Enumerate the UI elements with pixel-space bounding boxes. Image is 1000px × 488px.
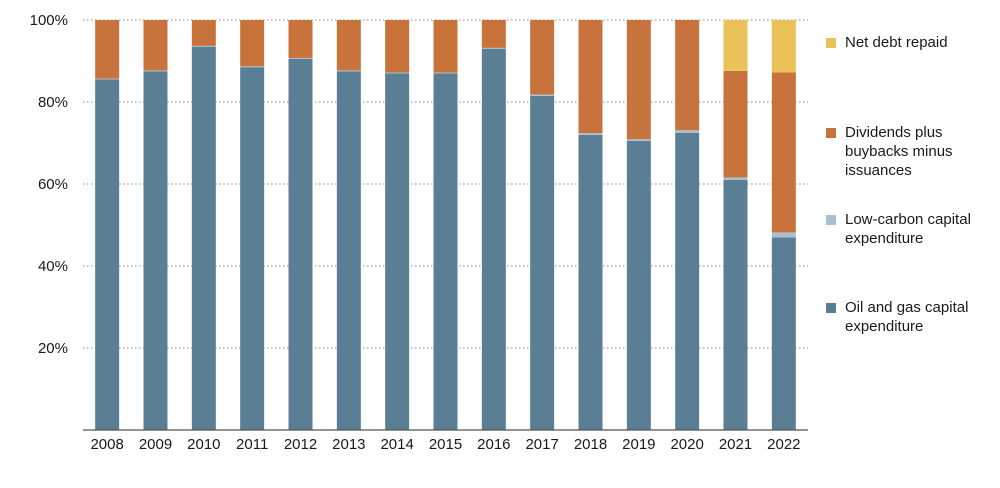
x-axis-tick-labels: 2008 2009 2010 2011 2012 2013 2014 2015 2016 2017…: [90, 436, 800, 453]
bar-2014-low-carbon-capital-expenditure: [385, 72, 410, 74]
bar-2008-oil-and-gas-capital-expenditure: [95, 79, 120, 430]
x-tick-label: 2020: [670, 436, 703, 453]
bar-2014-oil-and-gas-capital-expenditure: [385, 73, 410, 431]
bar-2014-dividends-plus-buybacks-minus-issuances: [385, 20, 410, 73]
bar-2009-oil-and-gas-capital-expenditure: [143, 71, 168, 430]
bar-2009-low-carbon-capital-expenditure: [143, 70, 168, 72]
bar-2021-oil-and-gas-capital-expenditure: [723, 179, 748, 430]
y-axis-tick-labels: 20% 40% 60% 80% 100%: [30, 12, 68, 357]
legend-label-dividends: Dividends plus buybacks minus issuances: [845, 124, 953, 179]
bar-2017-low-carbon-capital-expenditure: [530, 94, 555, 96]
bar-2017-oil-and-gas-capital-expenditure: [530, 95, 555, 430]
bar-2021-dividends-plus-buybacks-minus-issuances: [723, 70, 748, 178]
bar-2010-dividends-plus-buybacks-minus-issuances: [191, 20, 216, 46]
bar-2015-dividends-plus-buybacks-minus-issuances: [433, 20, 458, 73]
bars: [95, 20, 796, 431]
bar-2018-oil-and-gas-capital-expenditure: [578, 134, 603, 431]
legend-label-low-carbon-capex: Low-carbon capital expenditure: [845, 211, 971, 247]
x-tick-label: 2015: [429, 436, 462, 453]
bar-2022-dividends-plus-buybacks-minus-issuances: [771, 72, 796, 233]
bar-2012-oil-and-gas-capital-expenditure: [288, 58, 313, 430]
bar-2018-dividends-plus-buybacks-minus-issuances: [578, 20, 603, 134]
bar-2013-low-carbon-capital-expenditure: [336, 70, 361, 72]
bar-2011-low-carbon-capital-expenditure: [240, 66, 265, 68]
bar-2011-dividends-plus-buybacks-minus-issuances: [240, 20, 265, 67]
y-tick-label: 20%: [38, 340, 68, 357]
bar-2008-low-carbon-capital-expenditure: [95, 78, 120, 80]
legend-item-low-carbon-capex: Low-carbon capital expenditure: [826, 210, 996, 248]
x-tick-label: 2012: [284, 436, 317, 453]
bar-2017-dividends-plus-buybacks-minus-issuances: [530, 20, 555, 95]
x-tick-label: 2013: [332, 436, 365, 453]
y-tick-label: 80%: [38, 94, 68, 111]
x-tick-label: 2022: [767, 436, 800, 453]
legend-swatch-dividends: [826, 128, 836, 138]
bar-2013-oil-and-gas-capital-expenditure: [336, 71, 361, 430]
bar-2012-dividends-plus-buybacks-minus-issuances: [288, 20, 313, 59]
legend-swatch-net-debt-repaid: [826, 38, 836, 48]
x-tick-label: 2008: [90, 436, 123, 453]
bar-2010-low-carbon-capital-expenditure: [191, 45, 216, 47]
bar-2009-dividends-plus-buybacks-minus-issuances: [143, 20, 168, 71]
x-tick-label: 2009: [139, 436, 172, 453]
bar-2020-oil-and-gas-capital-expenditure: [675, 132, 700, 430]
legend-item-dividends: Dividends plus buybacks minus issuances: [826, 123, 996, 180]
legend-swatch-low-carbon-capex: [826, 215, 836, 225]
bar-2022-net-debt-repaid: [771, 20, 796, 73]
bar-2016-low-carbon-capital-expenditure: [481, 47, 506, 49]
bar-2016-dividends-plus-buybacks-minus-issuances: [481, 20, 506, 48]
legend-label-oil-gas-capex: Oil and gas capital expenditure: [845, 299, 969, 335]
bar-2015-oil-and-gas-capital-expenditure: [433, 73, 458, 431]
bar-2020-dividends-plus-buybacks-minus-issuances: [675, 20, 700, 131]
x-tick-label: 2018: [574, 436, 607, 453]
bar-2021-net-debt-repaid: [723, 20, 748, 71]
bar-2013-dividends-plus-buybacks-minus-issuances: [336, 20, 361, 71]
x-tick-label: 2021: [719, 436, 752, 453]
bar-2010-oil-and-gas-capital-expenditure: [191, 46, 216, 431]
x-tick-label: 2014: [380, 436, 413, 453]
bar-2016-oil-and-gas-capital-expenditure: [481, 48, 506, 430]
legend-swatch-oil-gas-capex: [826, 303, 836, 313]
bar-2018-low-carbon-capital-expenditure: [578, 133, 603, 135]
bar-2021-low-carbon-capital-expenditure: [723, 177, 748, 180]
x-tick-label: 2010: [187, 436, 220, 453]
y-tick-label: 60%: [38, 176, 68, 193]
bar-2022-oil-and-gas-capital-expenditure: [771, 237, 796, 430]
bar-2015-low-carbon-capital-expenditure: [433, 72, 458, 74]
bar-2012-low-carbon-capital-expenditure: [288, 58, 313, 59]
legend-item-oil-gas-capex: Oil and gas capital expenditure: [826, 298, 996, 336]
legend-item-net-debt-repaid: Net debt repaid: [826, 33, 996, 52]
bar-2008-dividends-plus-buybacks-minus-issuances: [95, 20, 120, 79]
bar-2022-low-carbon-capital-expenditure: [771, 232, 796, 238]
y-tick-label: 100%: [30, 12, 68, 29]
bar-2020-low-carbon-capital-expenditure: [675, 130, 700, 133]
x-tick-label: 2017: [525, 436, 558, 453]
bar-2011-oil-and-gas-capital-expenditure: [240, 67, 265, 431]
x-tick-label: 2016: [477, 436, 510, 453]
legend-label-net-debt-repaid: Net debt repaid: [845, 34, 948, 51]
y-tick-label: 40%: [38, 258, 68, 275]
bar-2019-dividends-plus-buybacks-minus-issuances: [626, 20, 651, 140]
bar-2019-oil-and-gas-capital-expenditure: [626, 140, 651, 430]
x-tick-label: 2019: [622, 436, 655, 453]
bar-2019-low-carbon-capital-expenditure: [626, 139, 651, 141]
x-tick-label: 2011: [236, 436, 268, 453]
